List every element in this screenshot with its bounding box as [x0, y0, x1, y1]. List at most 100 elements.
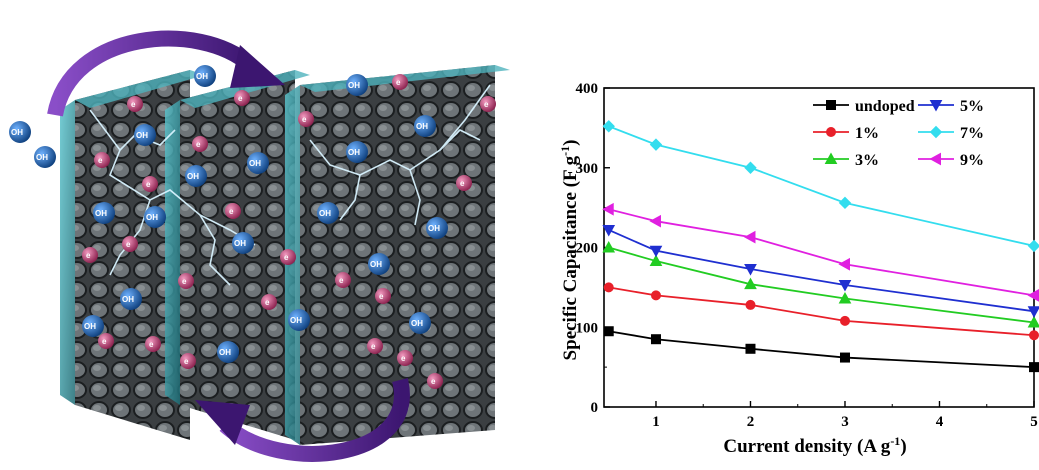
series-line	[608, 208, 1035, 297]
data-point	[649, 214, 661, 228]
svg-text:e: e	[484, 100, 489, 109]
lightning-discharge	[89, 84, 491, 286]
electrons: e e e e e e e e e e e e e e e e e e e e …	[82, 74, 496, 389]
data-point	[1027, 306, 1039, 318]
electron: e	[98, 333, 114, 349]
legend-item: undoped	[813, 98, 915, 115]
electron: e	[261, 294, 277, 310]
data-point	[838, 279, 852, 292]
data-point	[838, 257, 850, 271]
electron: e	[367, 338, 383, 354]
data-point	[1027, 239, 1039, 253]
series-line	[608, 229, 1035, 313]
data-point	[744, 161, 757, 174]
svg-text:e: e	[146, 180, 151, 189]
legend-marker	[929, 152, 941, 166]
svg-text:OH: OH	[36, 153, 48, 162]
data-point	[745, 299, 756, 310]
svg-text:e: e	[149, 340, 154, 349]
svg-text:e: e	[379, 292, 384, 301]
hydroxide-ion: OH	[217, 341, 239, 363]
capacitance-chart: 1 2 3 4 5 0 100 200 300 400 undoped 5% 1% 7% 3% 9% Cur…	[558, 81, 1039, 457]
data-point	[649, 245, 663, 258]
electron: e	[427, 373, 443, 389]
data-point	[744, 264, 757, 276]
x-tick-label: 1	[652, 414, 660, 430]
electron: e	[392, 74, 408, 90]
svg-text:e: e	[238, 94, 243, 103]
svg-text:OH: OH	[234, 239, 246, 248]
legend-item: 1%	[813, 125, 879, 142]
legend: undoped 5% 1% 7% 3% 9%	[813, 98, 984, 169]
svg-text:OH: OH	[136, 131, 148, 140]
legend-item: 7%	[918, 125, 984, 142]
electron: e	[94, 152, 110, 168]
x-tick-label: 2	[747, 414, 755, 430]
hydroxide-ion: OH	[346, 74, 368, 96]
hydroxide-ion: OH	[409, 312, 431, 334]
y-tick-label: 200	[576, 241, 599, 257]
svg-text:e: e	[131, 100, 136, 109]
electron: e	[145, 336, 161, 352]
svg-text:OH: OH	[95, 209, 107, 218]
legend-marker	[929, 100, 943, 112]
electron: e	[335, 272, 351, 288]
data-point	[603, 282, 614, 293]
hydroxide-ion: OH	[368, 253, 390, 275]
hydroxide-ions: OH OH OH OH OH OH OH OH OH OH OH OH OH O…	[9, 65, 448, 363]
electron: e	[142, 176, 158, 192]
legend-label: 5%	[960, 98, 984, 115]
series-3-pct	[602, 240, 1039, 328]
electron: e	[122, 236, 138, 252]
hydroxide-ion: OH	[194, 65, 216, 87]
svg-text:e: e	[126, 240, 131, 249]
hydroxide-ion: OH	[247, 152, 269, 174]
svg-text:OH: OH	[187, 172, 199, 181]
data-point	[602, 120, 615, 133]
svg-text:e: e	[182, 277, 187, 286]
svg-text:e: e	[431, 377, 436, 386]
svg-text:OH: OH	[348, 148, 360, 157]
electron: e	[480, 96, 496, 112]
legend-item: 9%	[918, 152, 984, 169]
data-point	[649, 138, 663, 151]
series-line	[608, 330, 1035, 369]
bottom-curved-arrow	[195, 378, 410, 462]
svg-text:OH: OH	[196, 72, 208, 81]
series-1-pct	[603, 282, 1039, 341]
data-point	[745, 343, 756, 354]
hydroxide-ion: OH	[414, 115, 436, 137]
y-tick-label: 300	[576, 161, 599, 177]
electron: e	[180, 353, 196, 369]
x-axis-title: Current density (A g-1)	[723, 434, 906, 457]
series-7-pct	[602, 120, 1039, 253]
electron: e	[298, 111, 314, 127]
x-tick-label: 5	[1030, 414, 1038, 430]
svg-text:e: e	[265, 298, 270, 307]
data-point	[602, 202, 614, 216]
data-point	[650, 290, 661, 301]
legend-label: 7%	[960, 125, 984, 142]
electrode-illustration: OH OH OH OH OH OH OH OH OH OH OH OH OH O…	[9, 30, 510, 462]
svg-text:e: e	[284, 253, 289, 262]
electron: e	[375, 288, 391, 304]
svg-text:e: e	[396, 78, 401, 87]
data-point	[839, 315, 850, 326]
legend-item: 5%	[918, 98, 984, 115]
series-5-pct	[602, 224, 1039, 318]
x-tick-label: 3	[841, 414, 849, 430]
svg-text:OH: OH	[348, 81, 360, 90]
series-undoped	[603, 326, 1039, 373]
electron: e	[192, 136, 208, 152]
hydroxide-ion: OH	[288, 309, 310, 331]
svg-text:e: e	[302, 115, 307, 124]
svg-text:e: e	[196, 140, 201, 149]
hydroxide-ion: OH	[82, 315, 104, 337]
data-point	[602, 224, 616, 237]
svg-text:e: e	[86, 251, 91, 260]
hydroxide-ion: OH	[317, 202, 339, 224]
hydroxide-ion: OH	[9, 121, 31, 143]
legend-marker	[826, 127, 836, 137]
svg-text:e: e	[229, 207, 234, 216]
data-point	[603, 326, 614, 337]
